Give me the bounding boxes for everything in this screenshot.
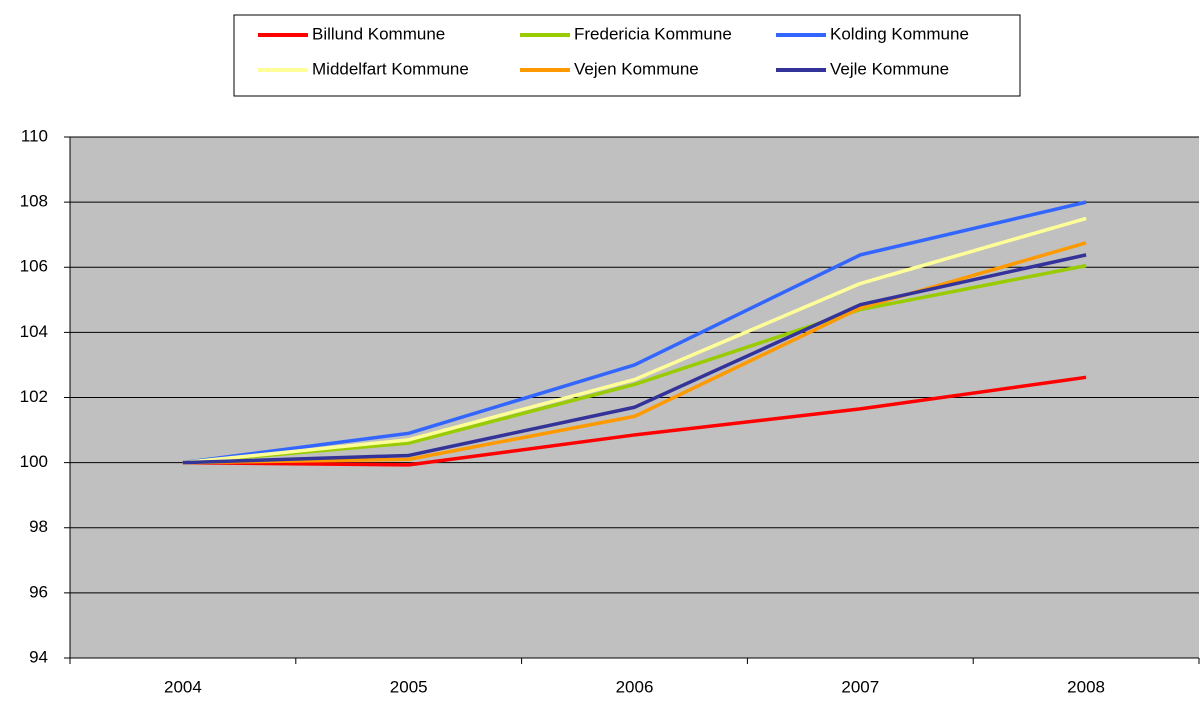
legend-label: Vejen Kommune xyxy=(574,59,699,78)
y-tick-label: 108 xyxy=(20,192,48,211)
x-tick-label: 2007 xyxy=(841,677,879,696)
y-tick-label: 106 xyxy=(20,257,48,276)
series-line xyxy=(182,241,1087,465)
legend-box xyxy=(233,14,1021,97)
y-tick-label: 104 xyxy=(20,322,48,341)
legend-label: Kolding Kommune xyxy=(830,24,969,43)
y-tick-label: 110 xyxy=(21,126,48,145)
legend-label: Middelfart Kommune xyxy=(312,59,469,78)
x-tick-label: 2004 xyxy=(164,677,202,696)
x-tick-label: 2006 xyxy=(616,677,654,696)
x-tick-label: 2008 xyxy=(1067,677,1105,696)
y-tick-label: 94 xyxy=(29,647,48,666)
series-line xyxy=(182,375,1087,467)
y-tick-label: 102 xyxy=(20,387,48,406)
legend-label: Fredericia Kommune xyxy=(574,24,732,43)
series-line xyxy=(182,216,1087,465)
series-line xyxy=(182,253,1087,465)
y-tick-label: 100 xyxy=(20,452,48,471)
series-line xyxy=(182,200,1087,465)
y-tick-label: 98 xyxy=(29,517,48,536)
y-tick-label: 96 xyxy=(29,582,48,601)
x-tick-label: 2005 xyxy=(390,677,428,696)
legend-label: Vejle Kommune xyxy=(830,59,949,78)
series-line xyxy=(182,263,1087,465)
legend-label: Billund Kommune xyxy=(312,24,445,43)
